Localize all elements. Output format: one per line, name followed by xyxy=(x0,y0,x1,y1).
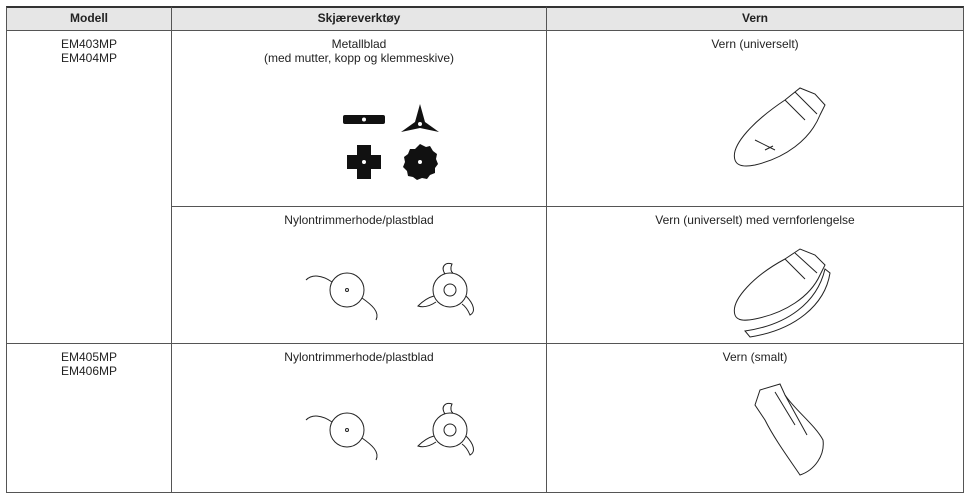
model-cell: EM405MP EM406MP xyxy=(6,343,172,493)
guard-name: Vern (universelt) med vernforlengelse xyxy=(655,213,855,227)
tool-note: (med mutter, kopp og klemmeskive) xyxy=(263,51,455,65)
guard-icon xyxy=(745,380,835,480)
nylon-head-icon xyxy=(300,260,500,330)
metal-blades-icon xyxy=(343,104,439,180)
header-cell: Vern xyxy=(546,6,964,31)
model: EM404MP xyxy=(60,51,118,65)
guard-name: Vern (universelt) xyxy=(711,37,799,51)
model: EM406MP xyxy=(60,364,118,378)
model-cell: EM403MP EM404MP xyxy=(6,30,172,344)
tool-name: Nylontrimmerhode/plastblad xyxy=(284,213,434,227)
model: EM403MP xyxy=(60,37,118,51)
tool-name: Nylontrimmerhode/plastblad xyxy=(284,350,434,364)
guard-icon xyxy=(725,245,835,345)
header-cell: Modell xyxy=(6,6,172,31)
model: EM405MP xyxy=(60,350,118,364)
nylon-head-icon xyxy=(300,400,500,470)
header-cell: Skjæreverktøy xyxy=(171,6,547,31)
guard-icon xyxy=(725,80,835,175)
guard-name: Vern (smalt) xyxy=(722,350,788,364)
tool-name: Metallblad xyxy=(331,37,387,51)
